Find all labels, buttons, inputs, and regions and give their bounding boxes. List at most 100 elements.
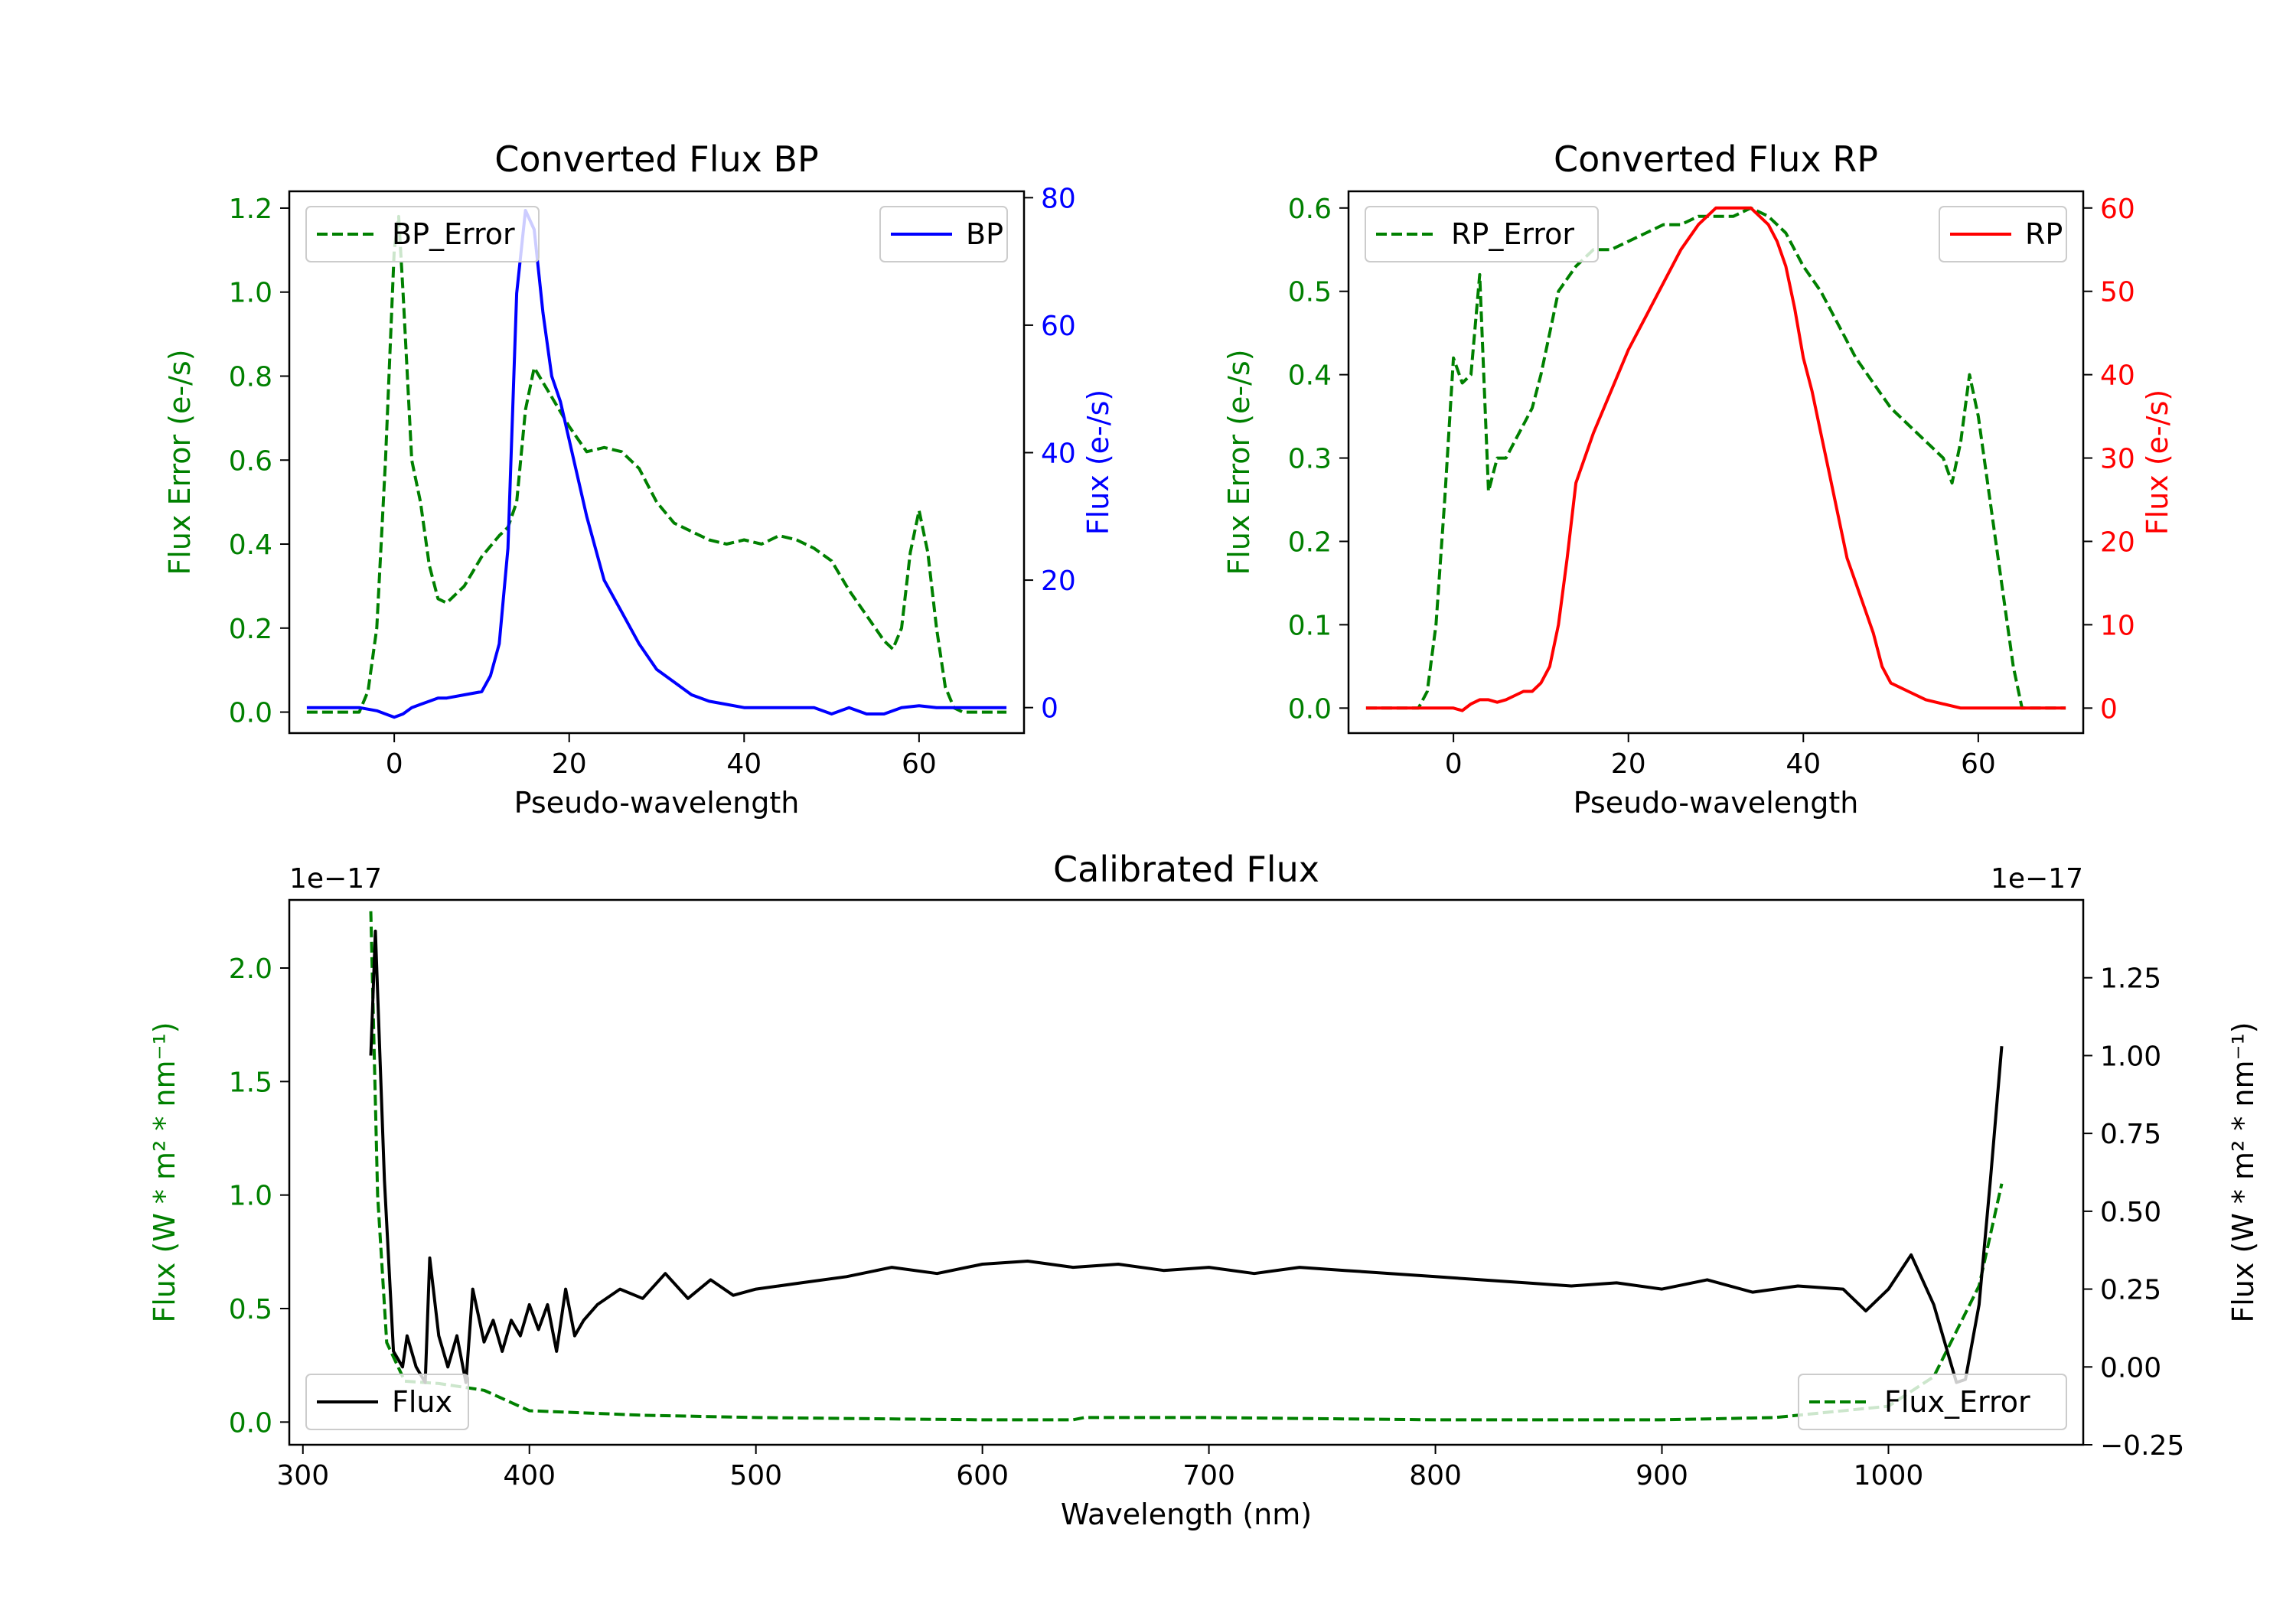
x-tick-label: 0 (1445, 748, 1463, 780)
axes-frame (288, 190, 1026, 735)
panel-calibrated-flux: 300 400 500 600 700 800 900 1000 Wavelength (nm)… (148, 849, 2260, 1531)
legend-bp-error: BP_Error (305, 206, 540, 262)
left-tick-label: 1.0 (229, 1181, 272, 1212)
right-axis-label: Flux (W * m² * nm⁻¹) (2226, 1022, 2260, 1322)
x-axis-label: Pseudo-wavelength (1574, 786, 1859, 820)
axes-frame (1347, 190, 2085, 735)
x-tick-label: 600 (956, 1460, 1009, 1491)
right-tick-label: 80 (1041, 183, 1076, 214)
left-tick-label: 0.0 (229, 698, 272, 729)
left-tick-label: 0.0 (1288, 693, 1332, 725)
legend-label: RP (2025, 217, 2063, 251)
x-axis-label: Wavelength (nm) (1061, 1498, 1312, 1531)
right-tick-label: 10 (2100, 610, 2135, 641)
legend-flux-error: Flux_Error (1798, 1374, 2067, 1430)
left-axis-label: Flux Error (e-/s) (1222, 349, 1256, 575)
left-tick-label: 0.5 (229, 1294, 272, 1325)
x-tick-label: 20 (1611, 748, 1646, 780)
legend-box (305, 206, 540, 262)
series-line-flux (369, 929, 2004, 1384)
legend-label: BP (966, 217, 1003, 251)
left-tick-label: 0.3 (1288, 444, 1332, 475)
legend-rp: RP (1939, 206, 2067, 262)
right-tick-label: 0.75 (2100, 1119, 2161, 1150)
x-tick-label: 1000 (1854, 1460, 1924, 1491)
left-tick-label: 0.5 (1288, 277, 1332, 308)
right-axis-label: Flux (e-/s) (2141, 390, 2174, 535)
right-offset-text: 1e−17 (1991, 863, 2083, 895)
left-tick-label: 0.1 (1288, 610, 1332, 641)
legend-rp-error: RP_Error (1365, 206, 1599, 262)
right-axis-label: Flux (e-/s) (1081, 390, 1115, 535)
right-tick-label: −0.25 (2100, 1430, 2184, 1462)
legend-label: RP_Error (1451, 217, 1574, 251)
legend-label: Flux (392, 1385, 452, 1419)
right-tick-label: 20 (1041, 566, 1076, 597)
series-line-bp-error (306, 214, 1007, 714)
right-tick-label: 60 (1041, 311, 1076, 342)
right-tick-label: 0.00 (2100, 1352, 2161, 1384)
series-group (369, 911, 2004, 1422)
x-tick-label: 60 (1961, 748, 1996, 780)
chart-title: Converted Flux BP (494, 139, 819, 180)
x-axis-label: Pseudo-wavelength (514, 786, 800, 820)
x-tick-label: 900 (1636, 1460, 1688, 1491)
left-tick-label: 1.0 (229, 278, 272, 309)
legend-bp: BP (879, 206, 1008, 262)
left-tick-label: 0.8 (229, 361, 272, 393)
x-tick-label: 500 (729, 1460, 782, 1491)
x-tick-label: 700 (1182, 1460, 1235, 1491)
x-tick-label: 40 (726, 748, 762, 780)
series-line-rp-error (1365, 206, 2066, 710)
series-line-rp (1365, 206, 2066, 712)
axes-frame (288, 898, 2085, 1446)
right-tick-label: 1.25 (2100, 963, 2161, 995)
panel-converted-flux-rp: 0 20 40 60 Pseudo-wavelength 0.0 0.1 0.2 0.3 0.4 0… (1222, 139, 2174, 820)
right-tick-label: 0 (2100, 693, 2118, 725)
chart-title: Calibrated Flux (1053, 849, 1319, 890)
left-tick-label: 2.0 (229, 953, 272, 985)
right-tick-label: 0.50 (2100, 1197, 2161, 1228)
series-group (1365, 206, 2066, 712)
right-tick-label: 20 (2100, 526, 2135, 558)
left-tick-label: 0.4 (1288, 360, 1332, 392)
left-tick-label: 1.2 (229, 194, 272, 225)
x-tick-label: 40 (1786, 748, 1821, 780)
x-tick-label: 20 (552, 748, 587, 780)
left-tick-label: 0.4 (229, 530, 272, 561)
legend-label: BP_Error (392, 217, 515, 251)
legend-box (1798, 1374, 2067, 1430)
series-line-flux-error (369, 911, 2004, 1422)
left-offset-text: 1e−17 (289, 863, 382, 895)
left-axis-label: Flux Error (e-/s) (163, 349, 197, 575)
legend-box (305, 1374, 469, 1430)
panel-converted-flux-bp: 0 20 40 60 Pseudo-wavelength 0.0 0.2 0.4 0.6 0.8 1… (163, 139, 1115, 820)
right-tick-label: 60 (2100, 194, 2135, 225)
right-tick-label: 50 (2100, 277, 2135, 308)
legend-flux: Flux (305, 1374, 469, 1430)
x-tick-label: 60 (902, 748, 937, 780)
x-tick-label: 0 (386, 748, 403, 780)
x-tick-label: 400 (503, 1460, 556, 1491)
left-tick-label: 0.6 (1288, 194, 1332, 225)
series-group (306, 209, 1007, 719)
right-tick-label: 1.00 (2100, 1041, 2161, 1072)
right-tick-label: 40 (2100, 360, 2135, 392)
left-axis-label: Flux (W * m² * nm⁻¹) (148, 1022, 181, 1322)
right-tick-label: 0 (1041, 693, 1058, 725)
left-tick-label: 0.0 (229, 1407, 272, 1439)
left-tick-label: 0.6 (229, 445, 272, 477)
right-tick-label: 0.25 (2100, 1275, 2161, 1306)
legend-label: Flux_Error (1884, 1385, 2030, 1419)
chart-title: Converted Flux RP (1554, 139, 1878, 180)
left-tick-label: 0.2 (229, 614, 272, 645)
right-tick-label: 30 (2100, 444, 2135, 475)
left-tick-label: 0.2 (1288, 526, 1332, 558)
legend-box (1365, 206, 1599, 262)
left-tick-label: 1.5 (229, 1067, 272, 1098)
x-tick-label: 300 (276, 1460, 329, 1491)
right-tick-label: 40 (1041, 438, 1076, 470)
series-line-bp (306, 209, 1007, 719)
x-tick-label: 800 (1409, 1460, 1462, 1491)
